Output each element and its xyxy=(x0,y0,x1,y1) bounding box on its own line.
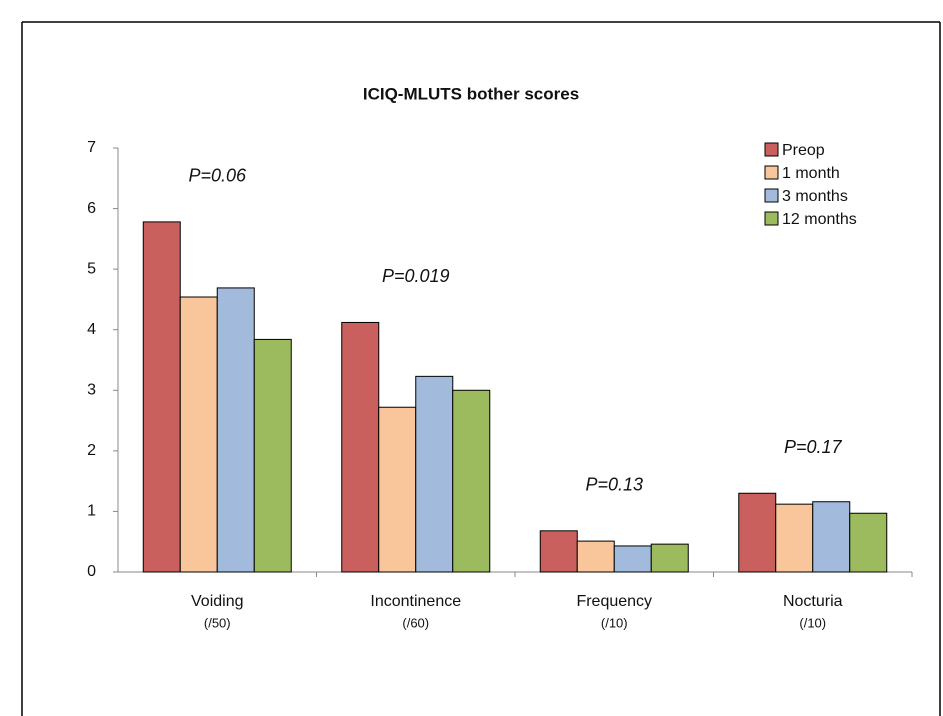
legend-label: Preop xyxy=(782,142,825,159)
x-tick-label: Nocturia xyxy=(783,593,843,610)
x-tick-sublabel: (/10) xyxy=(601,615,628,630)
legend-swatch xyxy=(764,188,779,203)
annotation: P=0.13 xyxy=(585,475,643,495)
x-tick-sublabel: (/10) xyxy=(799,615,826,630)
bar xyxy=(650,543,689,573)
bar xyxy=(539,530,578,573)
bar xyxy=(142,221,181,573)
bar xyxy=(613,545,652,573)
bar xyxy=(738,492,777,573)
bar xyxy=(849,512,888,573)
legend-swatch xyxy=(764,211,779,226)
bar xyxy=(812,501,851,573)
legend-swatch xyxy=(764,142,779,157)
x-tick-label: Incontinence xyxy=(370,593,461,610)
bar xyxy=(576,540,615,573)
bar xyxy=(378,406,417,573)
chart-title: ICIQ-MLUTS bother scores xyxy=(363,84,579,103)
y-tick-label: 3 xyxy=(87,382,96,399)
x-tick-label: Voiding xyxy=(191,593,244,610)
annotation: P=0.06 xyxy=(188,166,247,186)
legend-label: 1 month xyxy=(782,165,840,182)
bar xyxy=(253,338,292,573)
y-tick-label: 7 xyxy=(87,139,96,156)
bar xyxy=(452,389,491,573)
y-tick-label: 5 xyxy=(87,260,96,277)
y-tick-label: 6 xyxy=(87,200,96,217)
y-tick-label: 4 xyxy=(87,321,96,338)
x-tick-sublabel: (/60) xyxy=(402,615,429,630)
bar xyxy=(341,321,380,573)
legend-swatch xyxy=(764,165,779,180)
bar xyxy=(179,296,218,573)
annotation: P=0.17 xyxy=(784,437,843,457)
y-tick-label: 1 xyxy=(87,503,96,520)
annotation: P=0.019 xyxy=(382,266,450,286)
bar xyxy=(216,287,255,573)
bar xyxy=(415,375,454,573)
legend-label: 12 months xyxy=(782,211,857,228)
y-tick-label: 0 xyxy=(87,563,96,580)
x-tick-sublabel: (/50) xyxy=(204,615,231,630)
bar xyxy=(775,503,814,573)
x-tick-label: Frequency xyxy=(576,593,652,610)
legend-label: 3 months xyxy=(782,188,848,205)
y-tick-label: 2 xyxy=(87,442,96,459)
